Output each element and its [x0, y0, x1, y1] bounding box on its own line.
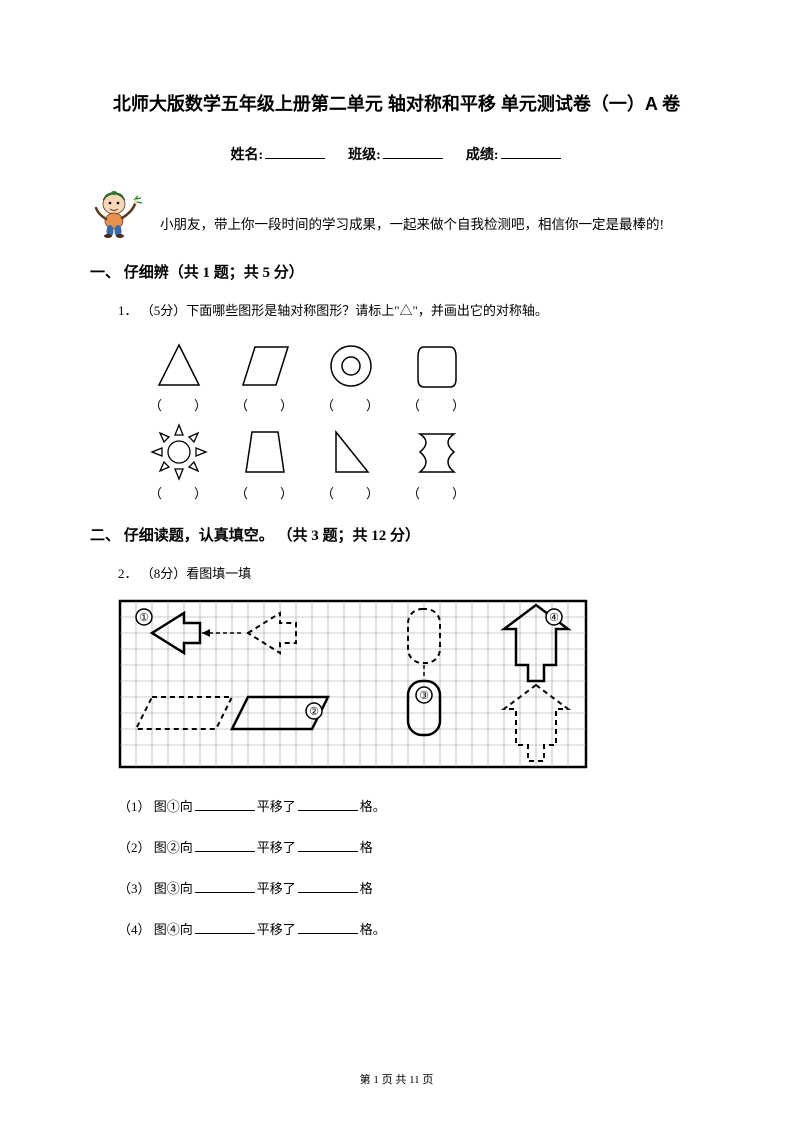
shapes-row-2: （ ） （ ） （ ） （ ）	[145, 424, 703, 502]
svg-text:③: ③	[419, 690, 429, 702]
name-label: 姓名:	[230, 148, 263, 163]
q2-3-dir-blank[interactable]	[195, 879, 255, 893]
class-blank[interactable]	[383, 145, 443, 159]
q2-4-dir-blank[interactable]	[195, 920, 255, 934]
trapezoid-icon	[240, 424, 290, 479]
shape-paren: （ ）	[321, 483, 381, 502]
donut-icon	[326, 339, 376, 389]
shape-paren: （ ）	[407, 483, 467, 502]
rounded-square-icon	[412, 339, 462, 389]
shape-paren: （ ）	[235, 395, 295, 414]
wave-icon	[410, 424, 465, 479]
parallelogram-icon	[238, 339, 293, 389]
q2-3-num-blank[interactable]	[298, 879, 358, 893]
shape-triangle: （ ）	[145, 336, 213, 414]
q2-2-num-blank[interactable]	[298, 838, 358, 852]
sub-question-1: （1） 图①向平移了格。	[118, 796, 703, 815]
sub-question-4: （4） 图④向平移了格。	[118, 919, 703, 938]
shape-rounded-square: （ ）	[403, 336, 471, 414]
q2-1-num-blank[interactable]	[298, 797, 358, 811]
mascot-icon	[90, 184, 150, 239]
shape-parallelogram: （ ）	[231, 336, 299, 414]
section-1-header: 一、 仔细辨（共 1 题；共 5 分）	[90, 261, 703, 282]
intro-text: 小朋友，带上你一段时间的学习成果，一起来做个自我检测吧，相信你一定是最棒的!	[160, 213, 664, 239]
name-blank[interactable]	[265, 145, 325, 159]
section-2-header: 二、 仔细读题，认真填空。 （共 3 题；共 12 分）	[90, 524, 703, 545]
q2-2-dir-blank[interactable]	[195, 838, 255, 852]
shape-right-triangle: （ ）	[317, 424, 385, 502]
score-label: 成绩:	[466, 148, 499, 163]
sub-question-2: （2） 图②向平移了格	[118, 837, 703, 856]
svg-text:①: ①	[139, 612, 149, 624]
question-1-text: 1． （5分）下面哪些图形是轴对称图形？请标上"△"，并画出它的对称轴。	[118, 300, 703, 322]
shape-trapezoid: （ ）	[231, 424, 299, 502]
shape-paren: （ ）	[235, 483, 295, 502]
page-title: 北师大版数学五年级上册第二单元 轴对称和平移 单元测试卷（一）A 卷	[90, 90, 703, 116]
page-footer: 第 1 页 共 11 页	[0, 1071, 793, 1087]
score-blank[interactable]	[501, 145, 561, 159]
svg-text:④: ④	[549, 612, 559, 624]
shape-paren: （ ）	[149, 483, 209, 502]
class-label: 班级:	[348, 148, 381, 163]
student-info-line: 姓名: 班级: 成绩:	[90, 144, 703, 164]
right-triangle-icon	[326, 424, 376, 479]
triangle-icon	[154, 339, 204, 389]
sun-icon	[149, 422, 209, 482]
shapes-row-1: （ ） （ ） （ ） （ ）	[145, 336, 703, 414]
question-2-text: 2． （8分）看图填一填	[118, 563, 703, 585]
grid-figure: ① ② ③ ④	[118, 599, 703, 774]
svg-text:②: ②	[309, 706, 319, 718]
shape-paren: （ ）	[321, 395, 381, 414]
q2-1-dir-blank[interactable]	[195, 797, 255, 811]
shape-wave: （ ）	[403, 424, 471, 502]
shape-sun: （ ）	[145, 424, 213, 502]
shape-paren: （ ）	[407, 395, 467, 414]
grid-svg: ① ② ③ ④	[118, 599, 588, 769]
mascot-row: 小朋友，带上你一段时间的学习成果，一起来做个自我检测吧，相信你一定是最棒的!	[90, 184, 703, 239]
sub-question-3: （3） 图③向平移了格	[118, 878, 703, 897]
shape-donut: （ ）	[317, 336, 385, 414]
q2-4-num-blank[interactable]	[298, 920, 358, 934]
shape-paren: （ ）	[149, 395, 209, 414]
